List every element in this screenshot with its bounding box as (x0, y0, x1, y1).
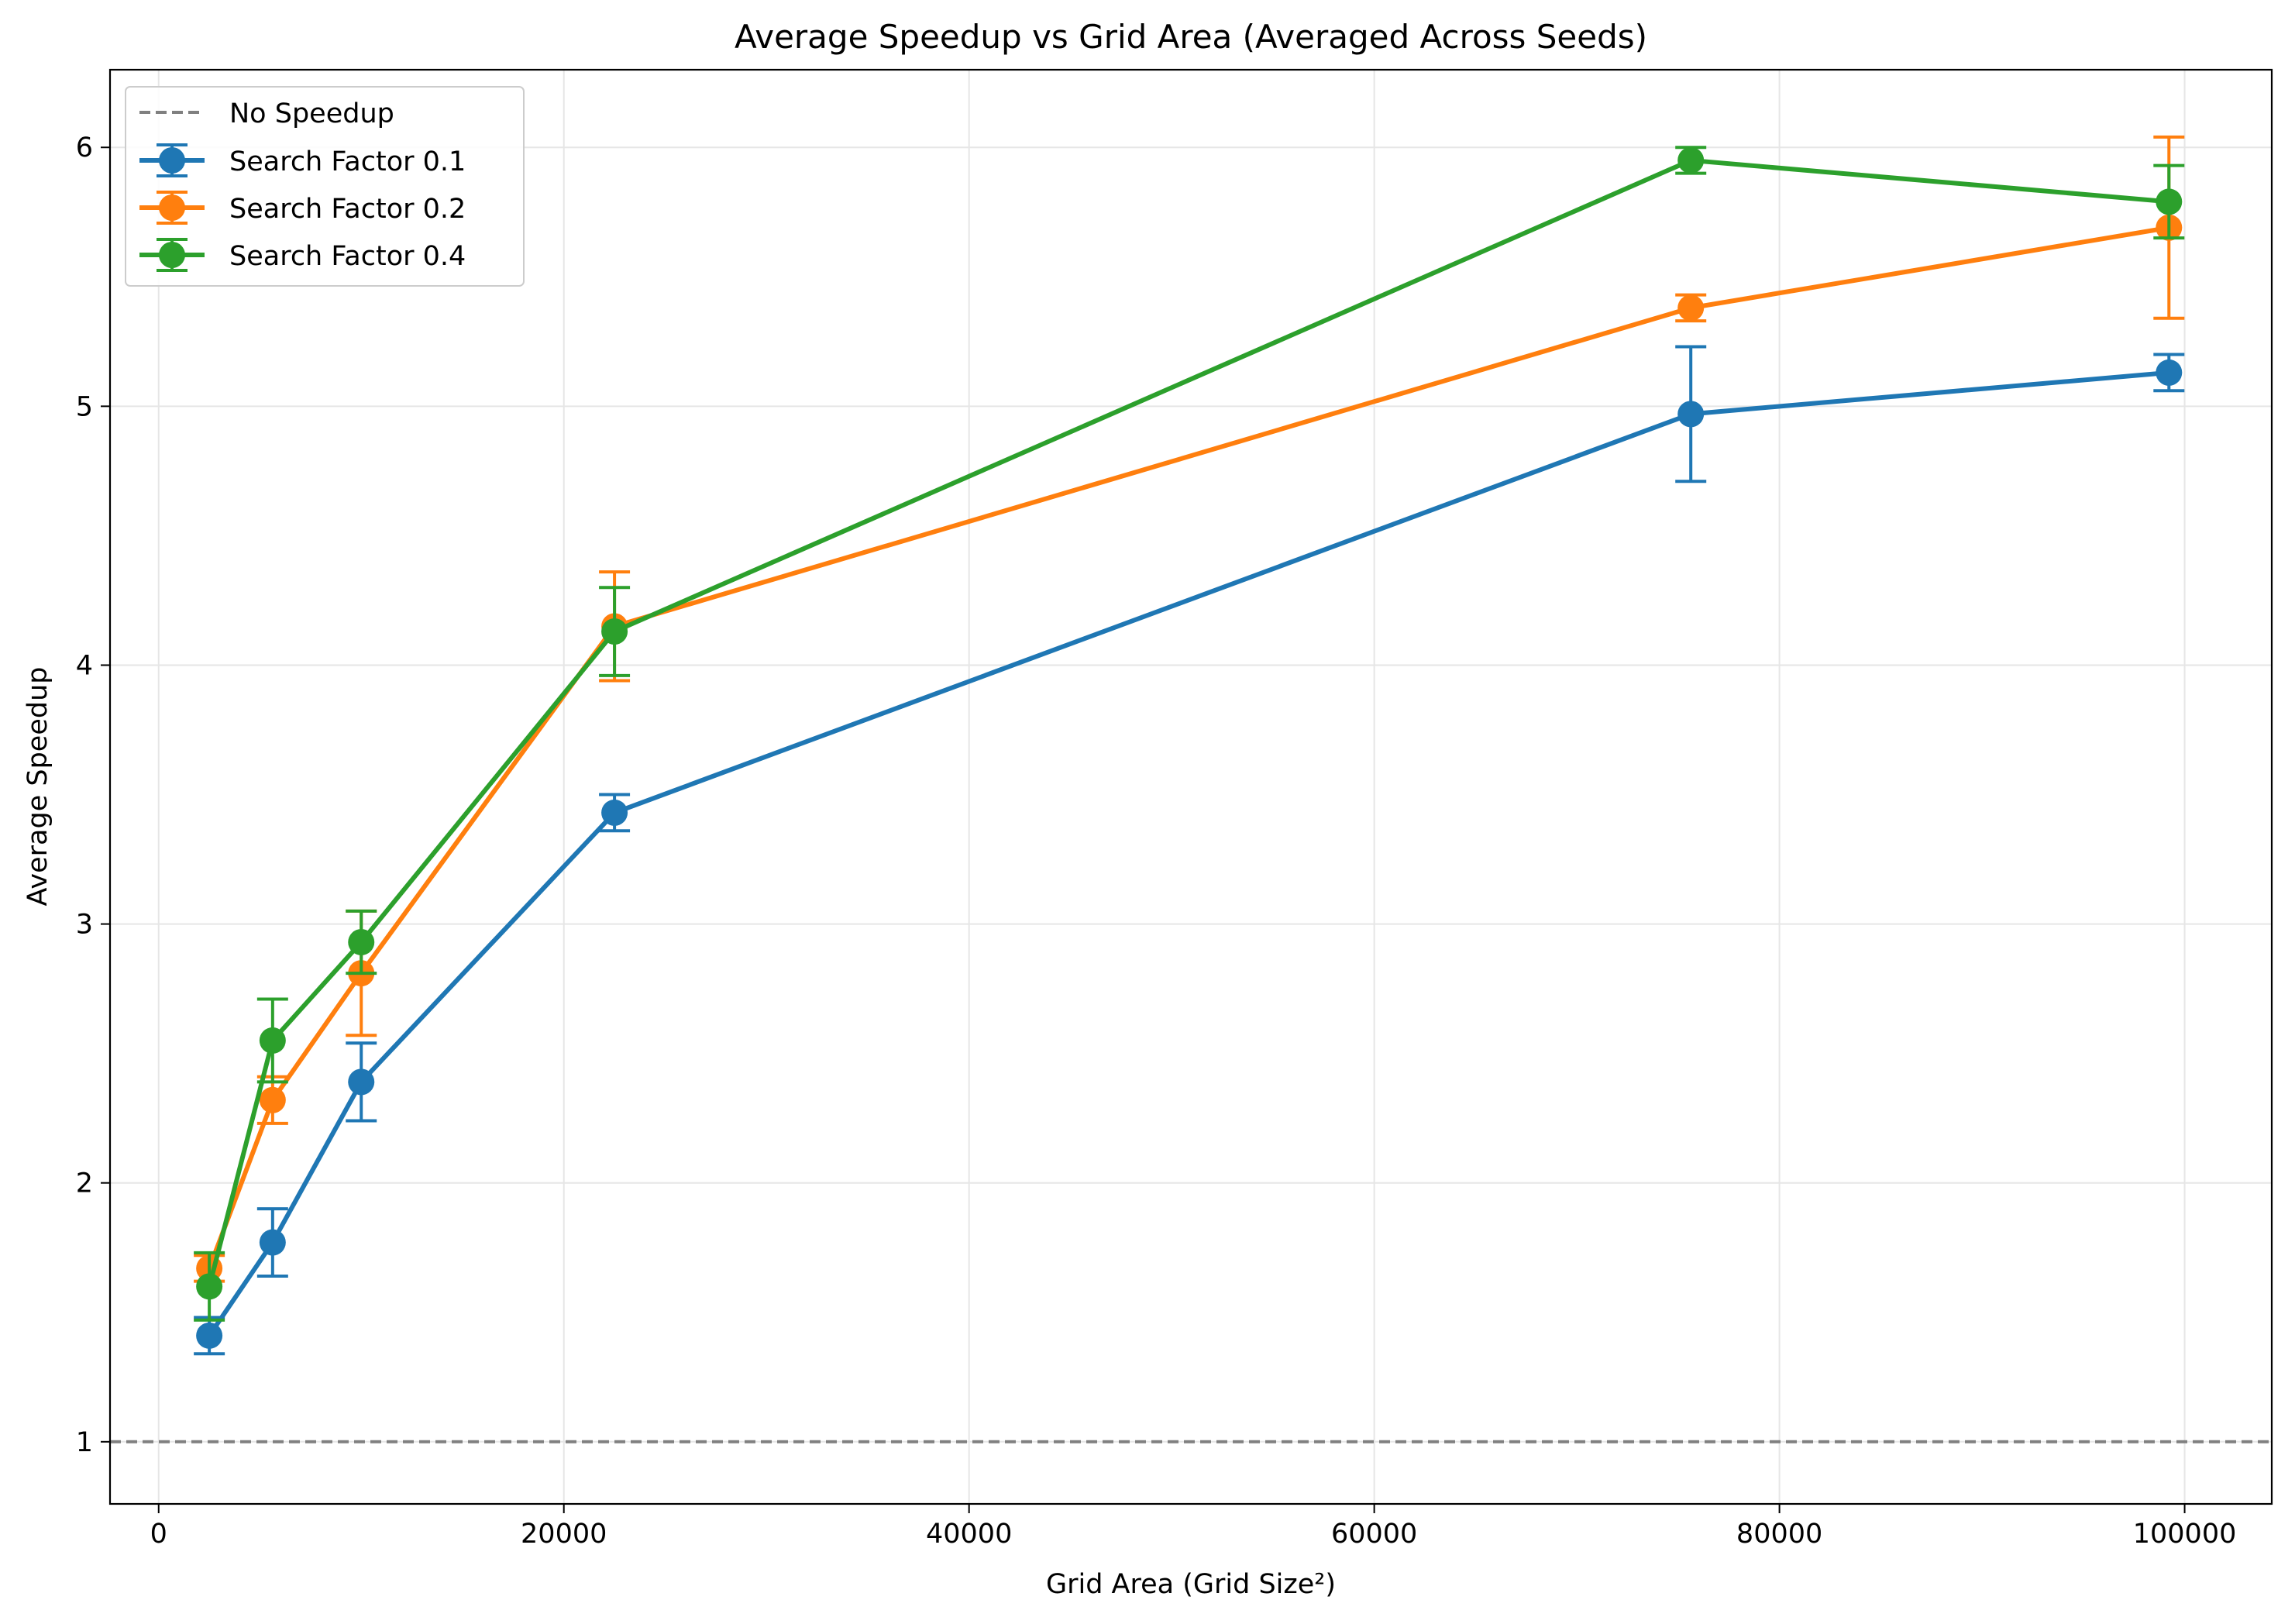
x-tick-label: 20000 (521, 1519, 607, 1550)
data-point (348, 1068, 375, 1096)
legend-swatch-marker (159, 242, 185, 268)
data-point (2156, 359, 2183, 386)
y-tick-label: 4 (76, 650, 93, 681)
x-tick-label: 40000 (926, 1519, 1012, 1550)
chart-title: Average Speedup vs Grid Area (Averaged A… (735, 18, 1647, 56)
y-tick-label: 3 (76, 910, 93, 941)
series-1 (194, 345, 2185, 1356)
series-layer (194, 135, 2185, 1356)
x-tick-label: 80000 (1736, 1519, 1822, 1550)
legend: No Speedup Search Factor 0.1 Search Facto… (125, 86, 525, 287)
data-point (1677, 146, 1705, 174)
series-3 (194, 146, 2185, 1322)
data-point (1677, 294, 1705, 322)
plot-area-frame (108, 68, 2273, 1505)
legend-series-label: Search Factor 0.4 (229, 241, 466, 272)
data-point (259, 1229, 286, 1256)
data-point (196, 1273, 223, 1300)
x-tick-label: 0 (150, 1519, 167, 1550)
y-tick-label: 2 (76, 1168, 93, 1199)
y-tick-label: 1 (76, 1427, 93, 1458)
legend-frame (125, 86, 525, 287)
x-axis-label: Grid Area (Grid Size²) (1046, 1569, 1336, 1600)
data-point (1677, 401, 1705, 428)
grid-lines (110, 70, 2272, 1504)
data-point (348, 928, 375, 955)
data-point (601, 618, 628, 645)
y-tick-label: 5 (76, 391, 93, 422)
data-point (259, 1027, 286, 1054)
legend-series-label: Search Factor 0.2 (229, 194, 466, 225)
legend-series-label: Search Factor 0.1 (229, 146, 466, 177)
data-point (196, 1322, 223, 1349)
data-point (601, 799, 628, 826)
series-line (207, 225, 2169, 1270)
y-tick-label: 6 (76, 132, 93, 163)
series-line (207, 370, 2169, 1337)
axis-ticks: 0 20000 40000 60000 80000 100000 1 2 3 4 5 6 (76, 132, 2237, 1550)
x-tick-label: 100000 (2133, 1519, 2237, 1550)
y-axis-label: Average Speedup (22, 667, 53, 907)
data-point (2156, 188, 2183, 215)
x-tick-label: 60000 (1331, 1519, 1417, 1550)
legend-swatch-marker (159, 194, 185, 221)
data-point (259, 1086, 286, 1113)
legend-no-speedup-label: No Speedup (229, 98, 394, 129)
legend-swatch-marker (159, 147, 185, 174)
